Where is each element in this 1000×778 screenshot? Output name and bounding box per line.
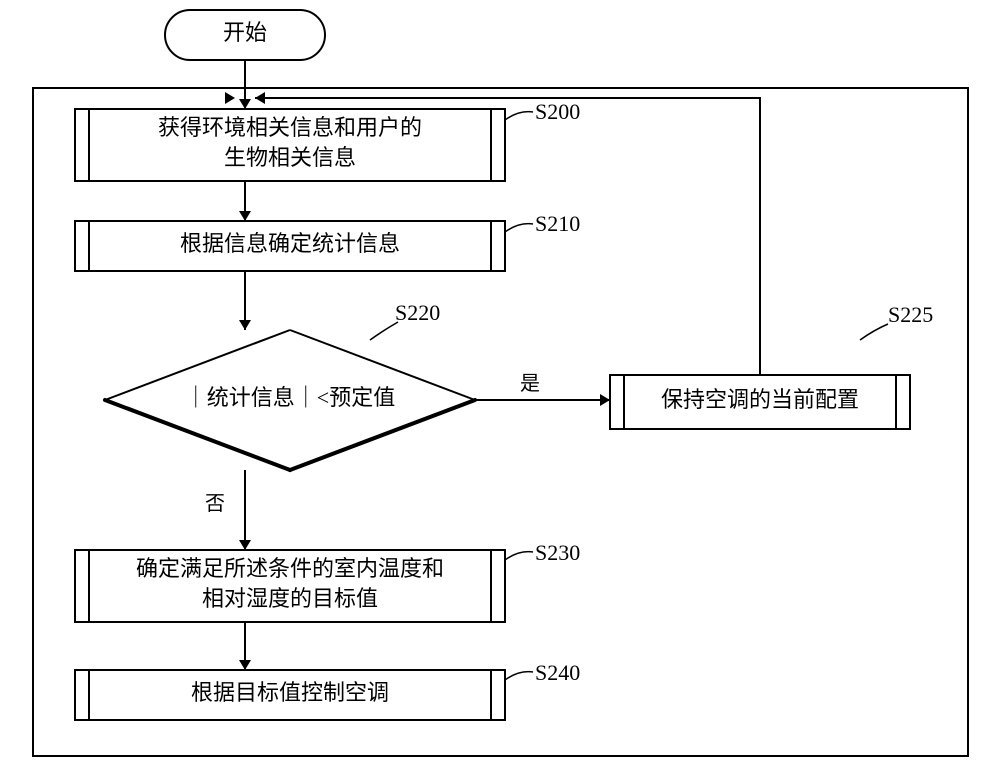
step-connector-s240 xyxy=(505,672,533,680)
step-connector-s220 xyxy=(370,322,398,340)
step-label-s210: S210 xyxy=(535,211,580,236)
node-s210: 根据信息确定统计信息 S210 xyxy=(75,211,580,271)
svg-text:保持空调的当前配置: 保持空调的当前配置 xyxy=(661,387,859,412)
node-s240: 根据目标值控制空调 S240 xyxy=(75,660,580,720)
step-label-s240: S240 xyxy=(535,660,580,685)
edge-s220-no-to-s230: 否 xyxy=(205,470,245,550)
edge-s220-yes-to-s225: 是 xyxy=(475,373,610,400)
step-connector-s200 xyxy=(505,112,533,120)
step-connector-s230 xyxy=(505,552,533,560)
node-s220: ｜统计信息｜<预定值 S220 xyxy=(105,300,475,470)
step-label-s200: S200 xyxy=(535,99,580,124)
step-label-s225: S225 xyxy=(888,302,933,327)
svg-text:生物相关信息: 生物相关信息 xyxy=(224,145,356,170)
step-label-s220: S220 xyxy=(395,300,440,325)
node-s230: 确定满足所述条件的室内温度和相对湿度的目标值 S230 xyxy=(75,540,580,622)
svg-text:相对湿度的目标值: 相对湿度的目标值 xyxy=(202,586,378,611)
svg-text:根据信息确定统计信息: 根据信息确定统计信息 xyxy=(180,231,400,256)
svg-text:确定满足所述条件的室内温度和: 确定满足所述条件的室内温度和 xyxy=(136,556,444,581)
node-start: 开始 xyxy=(165,10,325,60)
node-s200: 获得环境相关信息和用户的生物相关信息 S200 xyxy=(75,99,580,181)
step-connector-s225 xyxy=(860,324,888,340)
svg-text:开始: 开始 xyxy=(223,20,267,45)
node-s225: 保持空调的当前配置 S225 xyxy=(610,302,933,429)
svg-text:根据目标值控制空调: 根据目标值控制空调 xyxy=(191,680,389,705)
edge-label-s220-no-to-s230: 否 xyxy=(205,493,225,515)
svg-text:｜统计信息｜<预定值: ｜统计信息｜<预定值 xyxy=(185,385,395,410)
svg-text:获得环境相关信息和用户的: 获得环境相关信息和用户的 xyxy=(158,115,422,140)
step-label-s230: S230 xyxy=(535,540,580,565)
step-connector-s210 xyxy=(505,224,533,232)
edge-label-s220-yes-to-s225: 是 xyxy=(520,373,540,395)
